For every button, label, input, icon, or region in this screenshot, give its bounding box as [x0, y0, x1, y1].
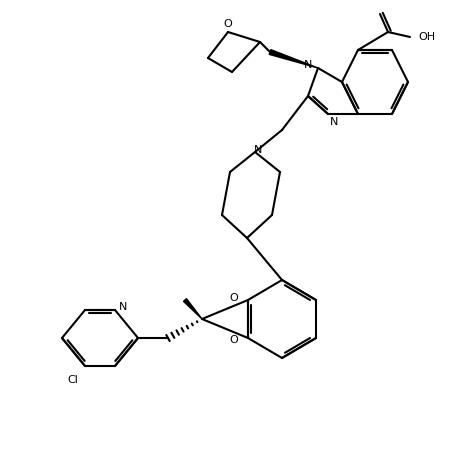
Text: N: N [330, 117, 338, 127]
Text: O: O [224, 19, 232, 29]
Text: N: N [254, 145, 262, 155]
Polygon shape [269, 49, 318, 68]
Text: N: N [119, 302, 127, 312]
Text: OH: OH [418, 32, 435, 42]
Text: O: O [229, 335, 238, 345]
Text: O: O [229, 293, 238, 303]
Polygon shape [184, 298, 202, 319]
Text: N: N [303, 60, 312, 70]
Text: Cl: Cl [67, 375, 78, 385]
